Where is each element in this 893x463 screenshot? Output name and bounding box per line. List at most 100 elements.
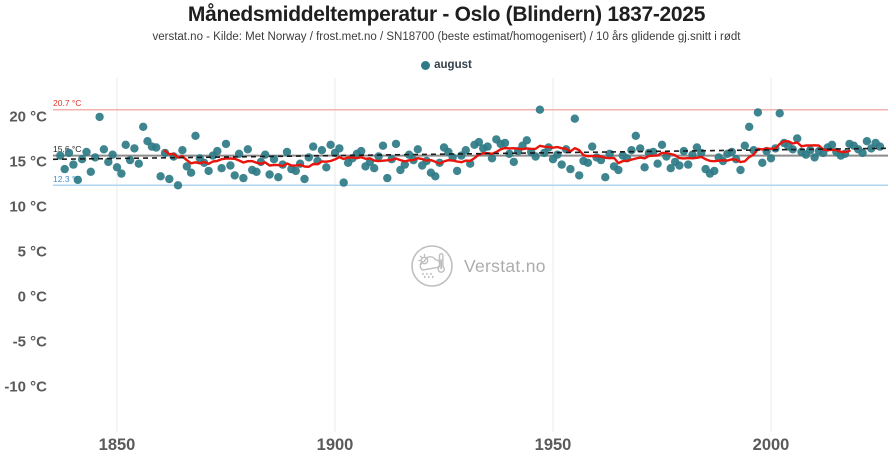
data-point[interactable] [91,153,100,162]
data-point[interactable] [753,108,763,117]
data-point[interactable] [666,164,675,173]
data-point[interactable] [156,172,165,181]
data-point[interactable] [82,147,91,157]
data-point[interactable] [649,147,658,157]
data-point[interactable] [474,137,484,147]
data-point[interactable] [374,152,383,161]
data-point[interactable] [522,136,531,145]
data-point[interactable] [125,155,135,165]
legend-item-august[interactable]: august [0,57,893,73]
data-point[interactable] [160,148,170,158]
data-point[interactable] [252,167,261,176]
data-point[interactable] [740,141,749,150]
data-point[interactable] [775,109,784,118]
data-point[interactable] [221,139,231,149]
data-point[interactable] [583,158,593,167]
data-point[interactable] [178,146,187,155]
data-point[interactable] [95,112,104,122]
data-point[interactable] [108,150,117,159]
data-point[interactable] [483,142,492,151]
data-point[interactable] [230,171,239,180]
data-point[interactable] [505,149,514,158]
data-point[interactable] [317,146,327,155]
data-point[interactable] [413,145,422,154]
data-point[interactable] [64,148,74,158]
data-point[interactable] [575,171,584,180]
data-point[interactable] [710,166,719,176]
data-point[interactable] [378,141,388,150]
data-point[interactable] [357,146,366,156]
data-point[interactable] [487,154,497,163]
data-point[interactable] [657,140,667,149]
data-point[interactable] [239,173,248,183]
data-point[interactable] [827,140,837,149]
data-point[interactable] [226,161,235,170]
data-point[interactable] [117,169,126,178]
data-point[interactable] [736,165,745,175]
data-point[interactable] [858,148,867,158]
data-point[interactable] [758,158,767,167]
data-point[interactable] [204,166,213,176]
data-point[interactable] [614,165,623,175]
data-point[interactable] [745,122,754,131]
data-point[interactable] [304,153,313,162]
data-point[interactable] [862,137,872,146]
data-point[interactable] [186,168,196,177]
data-point[interactable] [675,161,684,170]
data-point[interactable] [309,142,318,151]
data-point[interactable] [553,150,562,159]
data-point[interactable] [60,164,69,174]
data-point[interactable] [452,166,462,176]
data-point[interactable] [588,142,597,151]
data-point[interactable] [500,138,510,148]
data-point[interactable] [727,147,736,157]
data-point[interactable] [86,167,96,176]
data-point[interactable] [99,145,109,154]
data-point[interactable] [326,140,335,149]
data-point[interactable] [339,178,348,187]
data-point[interactable] [173,181,183,190]
data-point[interactable] [165,174,174,184]
data-point[interactable] [56,151,65,160]
data-point[interactable] [531,152,540,161]
data-point[interactable] [688,150,697,159]
data-point[interactable] [557,160,566,169]
data-point[interactable] [261,150,270,159]
data-point[interactable] [875,142,885,151]
data-point[interactable] [265,170,274,179]
data-point[interactable] [640,163,649,172]
data-point[interactable] [566,164,575,174]
data-point[interactable] [139,122,148,131]
data-point[interactable] [213,146,222,156]
data-point[interactable] [400,160,409,169]
data-point[interactable] [684,160,693,169]
data-point[interactable] [383,173,392,183]
data-point[interactable] [810,153,819,162]
data-point[interactable] [627,146,636,155]
data-point[interactable] [217,164,226,173]
data-point[interactable] [191,131,200,140]
data-point[interactable] [121,140,130,149]
data-point[interactable] [431,172,440,181]
data-point[interactable] [535,105,545,114]
data-point[interactable] [73,175,83,185]
data-point[interactable] [134,159,143,168]
data-point[interactable] [112,163,122,172]
data-point[interactable] [370,164,379,173]
data-point[interactable] [631,131,640,140]
data-point[interactable] [104,157,113,167]
data-point[interactable] [806,146,815,155]
data-point[interactable] [601,173,610,182]
data-point[interactable] [509,157,518,167]
data-point[interactable] [322,163,331,172]
data-point[interactable] [243,145,252,154]
data-point[interactable] [234,149,244,158]
data-point[interactable] [69,160,78,169]
data-point[interactable] [335,144,344,153]
data-point[interactable] [282,147,292,157]
data-point[interactable] [570,114,579,123]
data-point[interactable] [152,143,161,152]
data-point[interactable] [130,144,139,153]
data-point[interactable] [300,174,309,184]
data-point[interactable] [391,139,401,149]
